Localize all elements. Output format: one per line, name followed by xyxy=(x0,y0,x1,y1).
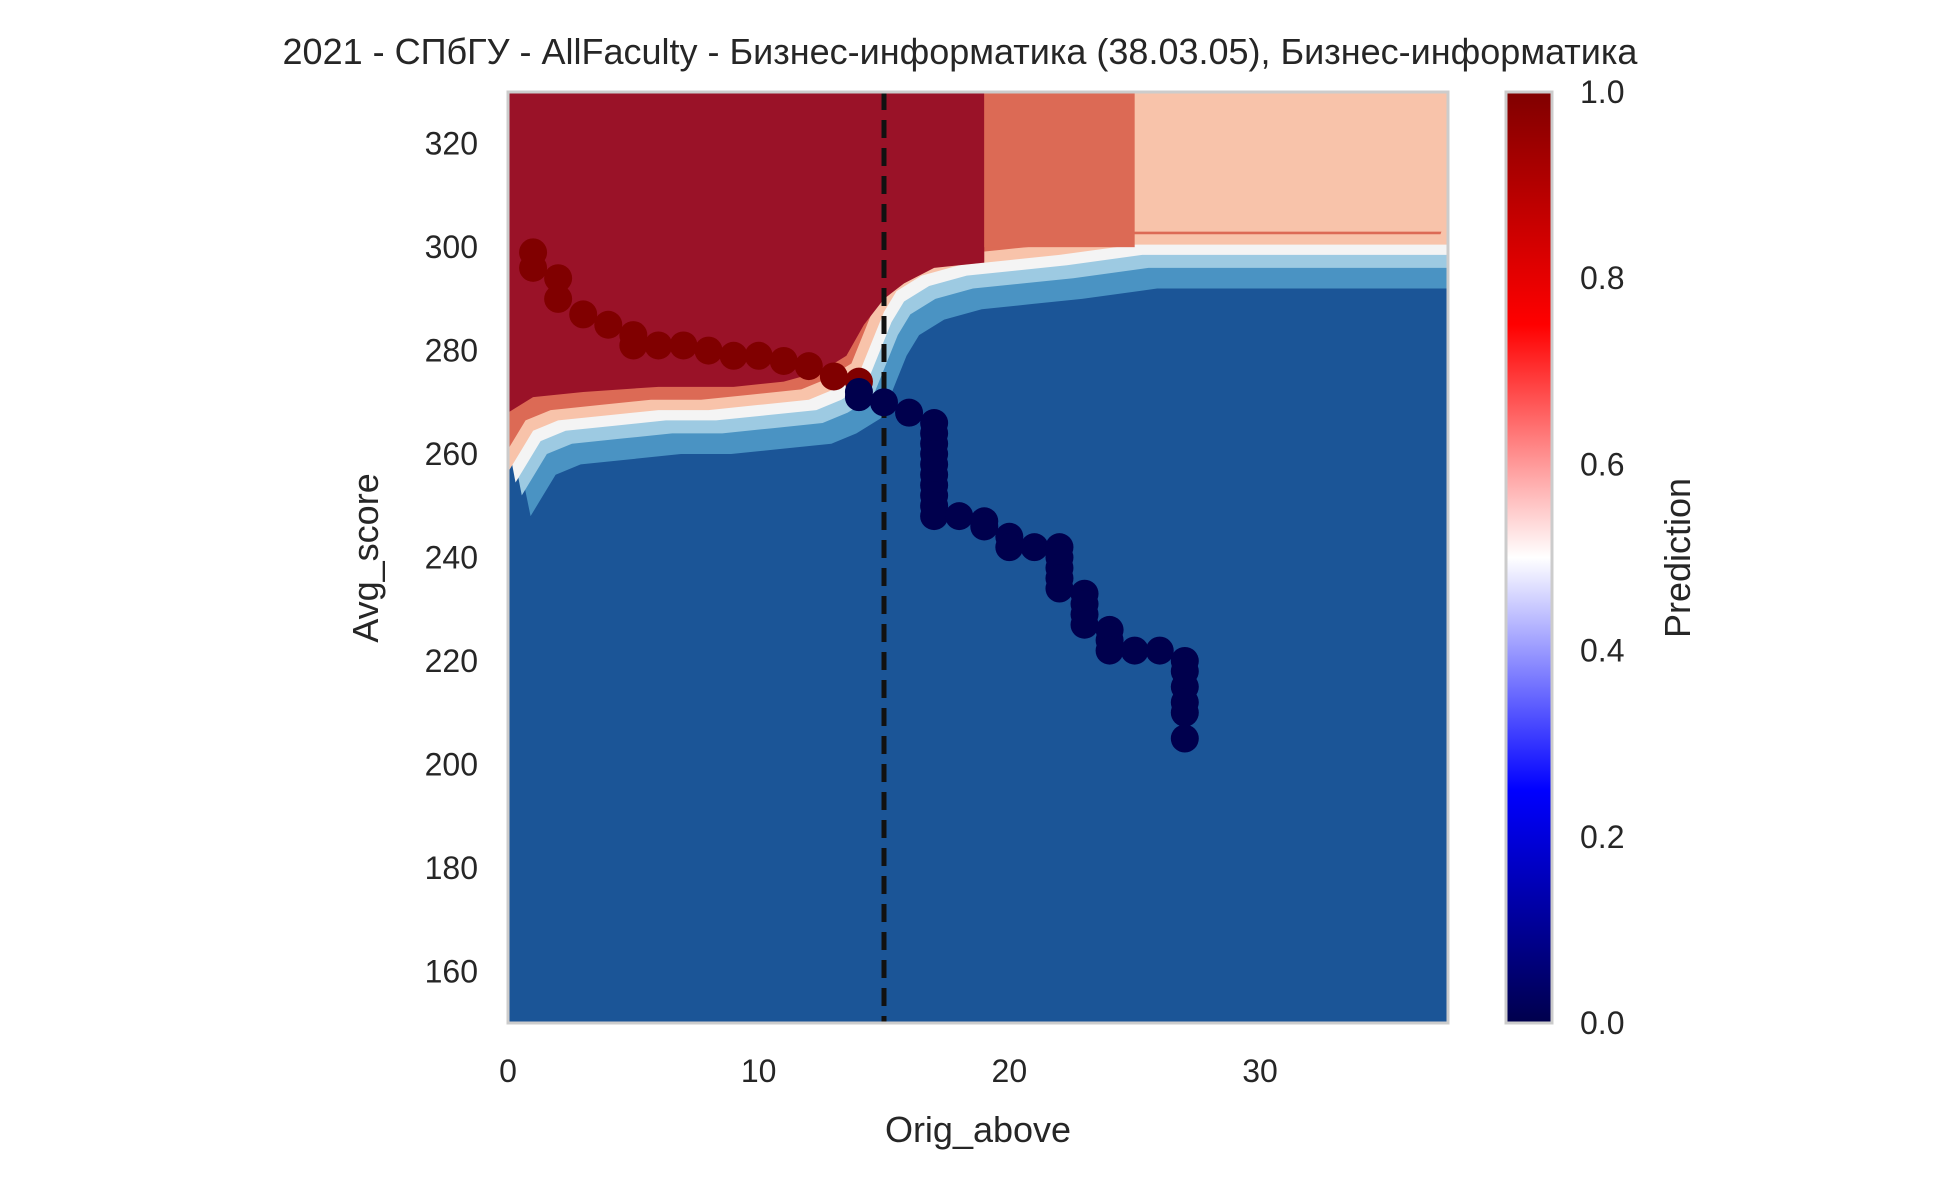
colorbar xyxy=(1504,90,1554,1025)
y-tick-label: 180 xyxy=(425,850,478,886)
colorbar-tick-label: 0.4 xyxy=(1580,633,1624,669)
y-axis-label: Avg_score xyxy=(345,473,386,642)
scatter-point xyxy=(895,398,924,427)
y-tick-label: 280 xyxy=(425,333,478,369)
scatter-point xyxy=(870,388,898,417)
colorbar-tick-label: 0.2 xyxy=(1580,819,1624,855)
colorbar-tick-label: 0.0 xyxy=(1580,1005,1624,1041)
scatter-point xyxy=(594,310,623,339)
scatter-point xyxy=(844,383,873,412)
scatter-point xyxy=(694,336,723,365)
scatter-point xyxy=(769,346,798,375)
scatter-point xyxy=(1045,574,1074,603)
scatter-point xyxy=(819,362,848,391)
scatter-point xyxy=(544,264,573,293)
x-tick-label: 20 xyxy=(992,1053,1028,1089)
y-tick-label: 220 xyxy=(425,643,478,679)
scatter-point xyxy=(544,284,573,313)
scatter-point xyxy=(744,341,773,370)
scatter-point xyxy=(1020,533,1049,562)
x-axis-label: Orig_above xyxy=(885,1109,1071,1150)
x-axis-ticks: 0 10 20 30 xyxy=(499,1053,1278,1089)
scatter-point xyxy=(920,502,949,531)
y-axis-ticks: 160 180 200 220 240 260 280 300 320 xyxy=(425,126,478,990)
scatter-point xyxy=(1070,610,1099,639)
colorbar-ticks: 0.0 0.2 0.4 0.6 0.8 1.0 xyxy=(1580,74,1624,1041)
y-tick-label: 160 xyxy=(425,953,478,989)
scatter-point xyxy=(970,512,999,541)
colorbar-tick-label: 0.6 xyxy=(1580,446,1624,482)
colorbar-tick-label: 1.0 xyxy=(1580,74,1624,110)
scatter-point xyxy=(1095,636,1124,665)
scatter-point xyxy=(519,253,548,282)
y-tick-label: 200 xyxy=(425,746,478,782)
x-tick-label: 10 xyxy=(741,1053,777,1089)
y-tick-label: 260 xyxy=(425,436,478,472)
prediction-region-mid-light xyxy=(1134,92,1448,232)
x-tick-label: 0 xyxy=(499,1053,517,1089)
scatter-point xyxy=(719,341,748,370)
plot-area xyxy=(508,92,1448,1023)
y-tick-label: 240 xyxy=(425,540,478,576)
chart-title: 2021 - СПбГУ - AllFaculty - Бизнес-инфор… xyxy=(283,31,1639,72)
scatter-point xyxy=(569,300,598,329)
colorbar-tick-label: 0.8 xyxy=(1580,260,1624,296)
scatter-point xyxy=(669,331,698,360)
y-tick-label: 320 xyxy=(425,126,478,162)
scatter-point xyxy=(1145,636,1174,665)
x-tick-label: 30 xyxy=(1242,1053,1278,1089)
y-tick-label: 300 xyxy=(425,229,478,265)
scatter-point xyxy=(1170,698,1199,727)
prediction-region-mid xyxy=(984,92,1135,248)
scatter-points xyxy=(519,238,1199,753)
scatter-point xyxy=(1170,724,1199,753)
scatter-point xyxy=(995,533,1024,562)
scatter-point xyxy=(619,331,648,360)
plot-frame xyxy=(506,90,1450,1025)
scatter-point xyxy=(644,331,673,360)
scatter-point xyxy=(945,502,974,531)
colorbar-label: Prediction xyxy=(1657,478,1698,638)
scatter-point xyxy=(794,352,823,381)
scatter-point xyxy=(1120,636,1149,665)
